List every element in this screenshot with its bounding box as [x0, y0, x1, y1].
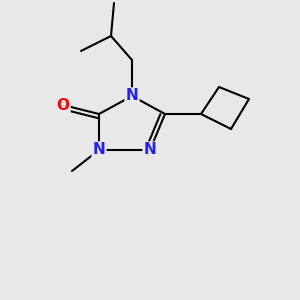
Text: N: N	[144, 142, 156, 158]
Text: N: N	[93, 142, 105, 158]
Text: N: N	[126, 88, 138, 104]
Text: O: O	[56, 98, 70, 112]
